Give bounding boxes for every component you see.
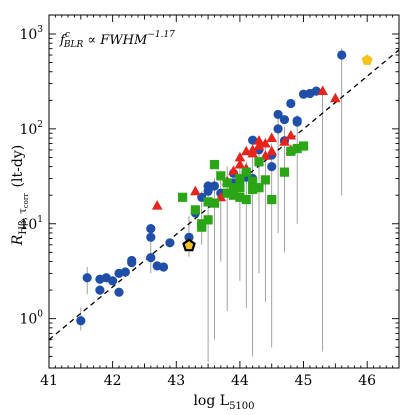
- data-point-circle: [76, 316, 86, 326]
- data-point-square: [203, 215, 213, 225]
- data-point-circle: [286, 98, 296, 109]
- data-point-square: [222, 178, 232, 188]
- data-point-triangle: [253, 135, 265, 145]
- data-point-square: [222, 188, 232, 198]
- data-point-triangle: [317, 85, 328, 96]
- data-point-square: [209, 198, 220, 208]
- data-point-circle: [267, 162, 277, 172]
- data-point-square: [216, 171, 226, 181]
- x-tick-label: 42: [104, 373, 122, 389]
- data-point-triangle: [285, 129, 297, 140]
- data-point-pentagon: [361, 54, 373, 65]
- x-tick-label: 45: [295, 373, 313, 389]
- data-point-square: [254, 183, 264, 193]
- data-point-circle: [337, 50, 347, 60]
- data-point-circle: [127, 255, 137, 266]
- data-point-circle: [158, 262, 169, 272]
- data-point-circle: [146, 223, 156, 234]
- data-point-triangle: [234, 151, 246, 162]
- data-point-square: [292, 143, 302, 154]
- data-point-circle: [165, 238, 175, 248]
- data-point-square: [248, 184, 258, 195]
- data-point-circle: [120, 267, 130, 277]
- data-point-triangle: [279, 136, 290, 146]
- y-tick-label: 101: [19, 215, 43, 233]
- data-point-circle: [108, 276, 118, 286]
- x-axis-label: log L5100: [193, 393, 254, 412]
- plot-frame: [48, 14, 400, 369]
- data-point-square: [248, 176, 258, 186]
- data-point-square: [260, 175, 270, 185]
- data-point-square: [209, 160, 220, 170]
- data-point-square: [254, 157, 264, 167]
- data-point-circle: [114, 287, 124, 297]
- data-point-triangle: [228, 165, 239, 175]
- data-point-circle: [279, 115, 290, 125]
- data-point-triangle: [266, 132, 278, 142]
- data-point-triangle: [190, 185, 201, 196]
- data-point-circle: [146, 252, 156, 263]
- data-point-square: [235, 183, 245, 193]
- data-point-triangle: [151, 200, 163, 210]
- data-point-square: [197, 222, 207, 232]
- data-point-triangle: [260, 137, 271, 148]
- data-point-circle: [146, 232, 156, 242]
- data-point-triangle: [266, 145, 278, 156]
- data-point-circle: [203, 181, 213, 191]
- data-point-triangle: [330, 92, 341, 103]
- data-point-circle: [209, 181, 220, 191]
- data-point-square: [241, 194, 251, 205]
- data-point-square: [203, 197, 213, 207]
- data-point-triangle: [234, 159, 246, 169]
- data-point-square: [235, 192, 245, 202]
- y-tick-label: 103: [19, 25, 43, 43]
- x-tick-label: 41: [40, 373, 58, 389]
- data-point-square: [279, 167, 290, 177]
- y-tick-label: 100: [19, 310, 43, 328]
- data-point-square: [267, 194, 277, 205]
- data-point-square: [286, 146, 296, 156]
- data-point-square: [235, 173, 245, 184]
- data-point-circle: [82, 273, 92, 283]
- data-point-circle: [273, 109, 283, 120]
- data-point-pentagon: [182, 238, 196, 252]
- data-point-triangle: [247, 144, 258, 154]
- axis-ticks: [48, 15, 400, 368]
- data-point-circle: [292, 116, 302, 126]
- data-point-circle: [184, 232, 194, 242]
- tick-labels: 41 42 43 44 45 46 100 101 102 103: [19, 25, 376, 389]
- data-point-square: [228, 186, 239, 196]
- y-tick-label: 102: [19, 120, 43, 138]
- x-tick-label: 44: [231, 373, 249, 389]
- data-point-square: [178, 192, 188, 202]
- data-point-circle: [95, 285, 105, 295]
- y-axis-label: RHβ, τcorr(lt-dy): [10, 145, 30, 246]
- data-point-square: [190, 205, 200, 215]
- x-tick-label: 43: [167, 373, 185, 389]
- data-points: [76, 50, 373, 326]
- x-tick-label: 46: [358, 373, 376, 389]
- data-point-circle: [273, 124, 283, 134]
- data-point-triangle: [253, 140, 265, 150]
- data-point-square: [298, 141, 309, 151]
- annotation: fc BLR ∝ FWHM−1.17: [59, 30, 175, 50]
- data-point-square: [241, 167, 251, 177]
